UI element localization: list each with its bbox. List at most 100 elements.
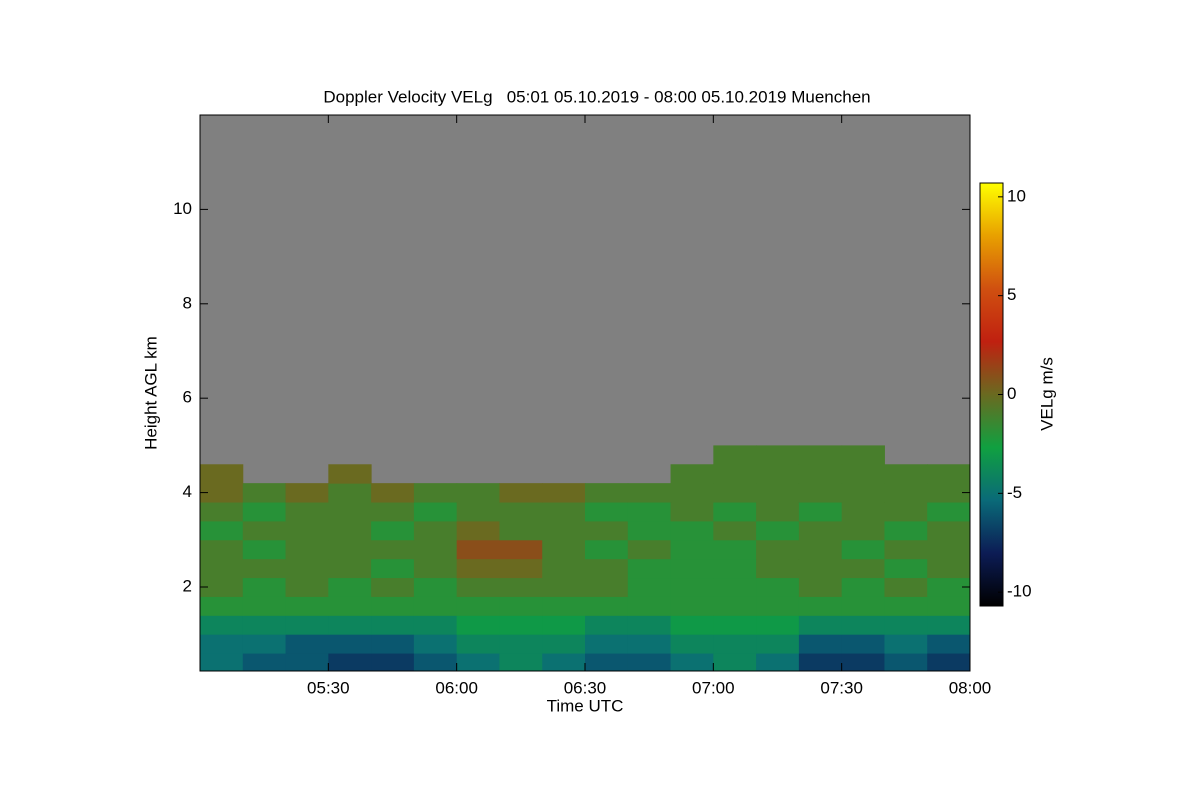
- heatmap-cell: [585, 483, 629, 503]
- colorbar-tick-label: -10: [1007, 582, 1032, 601]
- heatmap-cell: [413, 615, 458, 635]
- heatmap-cell: [200, 634, 244, 654]
- chart-title: Doppler Velocity VELg 05:01 05.10.2019 -…: [323, 87, 870, 106]
- heatmap-cell: [798, 558, 843, 579]
- heatmap-cell: [627, 615, 672, 635]
- heatmap-cell: [328, 615, 372, 635]
- heatmap-cell: [585, 596, 629, 616]
- heatmap-cell: [242, 577, 287, 597]
- heatmap-cell: [371, 634, 415, 654]
- heatmap-cell: [328, 502, 372, 522]
- heatmap-cell: [413, 634, 458, 654]
- heatmap-cell: [756, 502, 800, 522]
- colorbar-tick-label: 10: [1007, 186, 1026, 205]
- heatmap-cell: [756, 520, 800, 541]
- heatmap-cell: [200, 577, 244, 597]
- heatmap-cell: [371, 520, 415, 541]
- heatmap-cell: [841, 464, 885, 484]
- heatmap-cell: [884, 520, 928, 541]
- heatmap-cell: [585, 558, 629, 579]
- heatmap-cell: [884, 464, 928, 484]
- heatmap-cell: [798, 615, 843, 635]
- heatmap-cell: [884, 502, 928, 522]
- heatmap-cell: [884, 577, 928, 597]
- heatmap-cell: [884, 634, 928, 654]
- heatmap-cell: [285, 596, 329, 616]
- y-tick-label: 8: [183, 293, 192, 312]
- heatmap-cell: [713, 520, 757, 541]
- heatmap-cell: [670, 634, 714, 654]
- heatmap-cell: [713, 596, 757, 616]
- y-axis-label: Height AGL km: [141, 336, 160, 450]
- heatmap-cell: [927, 615, 970, 635]
- heatmap-cell: [242, 483, 287, 503]
- heatmap-cell: [200, 653, 244, 671]
- heatmap-cell: [841, 445, 885, 465]
- heatmap-cell: [242, 558, 287, 579]
- heatmap-cell: [542, 653, 586, 671]
- heatmap-cell: [713, 653, 757, 671]
- heatmap-cell: [713, 464, 757, 484]
- heatmap-cell: [756, 577, 800, 597]
- heatmap-cell: [670, 596, 714, 616]
- x-tick-label: 07:30: [820, 678, 863, 697]
- heatmap-cell: [456, 483, 500, 503]
- heatmap-cell: [200, 596, 244, 616]
- heatmap-cell: [242, 615, 287, 635]
- heatmap-cell: [927, 634, 970, 654]
- heatmap-cell: [499, 502, 543, 522]
- y-tick-label: 10: [173, 199, 192, 218]
- heatmap-cell: [927, 520, 970, 541]
- heatmap-cell: [585, 653, 629, 671]
- heatmap-cell: [798, 520, 843, 541]
- heatmap-cell: [285, 483, 329, 503]
- heatmap-cell: [756, 615, 800, 635]
- heatmap-cell: [884, 615, 928, 635]
- heatmap-cell: [371, 653, 415, 671]
- heatmap-cell: [413, 520, 458, 541]
- heatmap-cell: [371, 615, 415, 635]
- heatmap-cell: [371, 577, 415, 597]
- heatmap-cell: [884, 483, 928, 503]
- heatmap-cell: [884, 558, 928, 579]
- heatmap-cell: [884, 596, 928, 616]
- heatmap-cell: [371, 539, 415, 560]
- heatmap-cell: [456, 596, 500, 616]
- y-tick-label: 6: [183, 388, 192, 407]
- heatmap-cell: [542, 502, 586, 522]
- heatmap-cell: [456, 577, 500, 597]
- heatmap-cell: [627, 653, 672, 671]
- heatmap-cell: [499, 596, 543, 616]
- heatmap-cell: [413, 483, 458, 503]
- heatmap-cell: [328, 558, 372, 579]
- heatmap-cell: [242, 502, 287, 522]
- heatmap-cell: [756, 483, 800, 503]
- heatmap-cell: [413, 653, 458, 671]
- heatmap-cell: [841, 615, 885, 635]
- heatmap-cell: [841, 634, 885, 654]
- heatmap-cell: [413, 558, 458, 579]
- heatmap-cell: [456, 502, 500, 522]
- heatmap-cell: [200, 539, 244, 560]
- heatmap-cell: [242, 653, 287, 671]
- heatmap-cell: [756, 558, 800, 579]
- heatmap-cell: [884, 653, 928, 671]
- heatmap-cell: [499, 483, 543, 503]
- heatmap-cell: [371, 502, 415, 522]
- heatmap-cell: [713, 445, 757, 465]
- heatmap-cell: [285, 539, 329, 560]
- heatmap-cell: [927, 653, 970, 671]
- heatmap-cell: [413, 539, 458, 560]
- heatmap-cell: [542, 596, 586, 616]
- heatmap-cell: [242, 634, 287, 654]
- heatmap-cell: [756, 634, 800, 654]
- heatmap-cell: [413, 502, 458, 522]
- heatmap-cell: [328, 464, 372, 484]
- heatmap-cell: [670, 539, 714, 560]
- y-tick-label: 4: [183, 482, 192, 501]
- heatmap-cell: [713, 502, 757, 522]
- heatmap-cell: [841, 539, 885, 560]
- heatmap-cell: [456, 653, 500, 671]
